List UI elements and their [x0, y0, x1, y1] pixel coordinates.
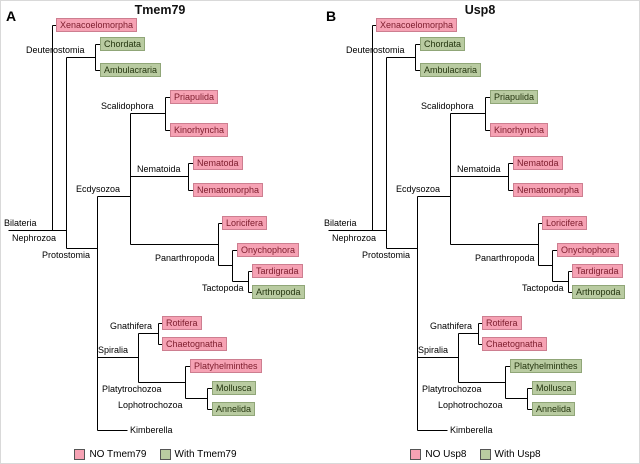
panel-a: A Tmem79 Xenacoelomorpha Chordata Ambulacr…	[0, 0, 320, 460]
clade-tactopoda: Tactopoda	[522, 283, 564, 293]
clade-deuterostomia: Deuterostomia	[26, 45, 85, 55]
leaf-nematoda: Nematoda	[513, 156, 563, 170]
panel-b: B Usp8 Xenacoelomorpha Chordata Ambulacrar…	[320, 0, 640, 464]
leaf-rotifera: Rotifera	[162, 316, 202, 330]
leaf-chaetognatha: Chaetognatha	[482, 337, 547, 351]
clade-spiralia: Spiralia	[418, 345, 449, 355]
leaf-mollusca: Mollusca	[212, 381, 256, 395]
tree-branches	[8, 25, 253, 431]
clade-bilateria: Bilateria	[324, 218, 357, 228]
panel-title: Tmem79	[134, 3, 186, 17]
leaf-priapulida: Priapulida	[490, 90, 539, 104]
leaf-nematomorpha: Nematomorpha	[193, 183, 264, 197]
legend-label-no: NO Tmem79	[89, 449, 147, 460]
clade-platytrochozoa: Platytrochozoa	[422, 384, 482, 394]
clade-bilateria: Bilateria	[4, 218, 37, 228]
leaf-chordata: Chordata	[100, 37, 146, 51]
legend: NO Usp8 With Usp8	[320, 449, 640, 460]
leaf-kimberella: Kimberella	[130, 425, 173, 435]
leaf-mollusca: Mollusca	[532, 381, 576, 395]
legend-swatch-with	[479, 449, 491, 460]
legend-label-with: With Usp8	[494, 449, 541, 460]
clade-gnathifera: Gnathifera	[430, 321, 473, 331]
leaf-priapulida: Priapulida	[170, 90, 219, 104]
panel-letter: B	[326, 8, 337, 24]
leaf-nematoda: Nematoda	[193, 156, 243, 170]
legend-swatch-with	[159, 449, 171, 460]
leaf-kinorhyncha: Kinorhyncha	[490, 123, 549, 137]
clade-scalidophora: Scalidophora	[421, 101, 474, 111]
clade-ecdysozoa: Ecdysozoa	[76, 184, 121, 194]
clade-protostomia: Protostomia	[362, 250, 411, 260]
leaf-arthropoda: Arthropoda	[252, 285, 305, 299]
leaf-nematomorpha: Nematomorpha	[513, 183, 584, 197]
phylogenetic-tree: Xenacoelomorpha Chordata Ambulacraria Priap…	[0, 0, 320, 440]
leaf-onychophora: Onychophora	[237, 243, 300, 257]
leaf-ambulacraria: Ambulacraria	[100, 63, 162, 77]
clade-panarthropoda: Panarthropoda	[155, 253, 215, 263]
phylogenetic-tree: Xenacoelomorpha Chordata Ambulacraria Priap…	[320, 0, 640, 440]
leaf-kinorhyncha: Kinorhyncha	[170, 123, 229, 137]
clade-scalidophora: Scalidophora	[101, 101, 154, 111]
clade-nematoida: Nematoida	[457, 164, 501, 174]
leaf-platyhelminthes: Platyhelminthes	[510, 359, 582, 373]
clade-spiralia: Spiralia	[98, 345, 129, 355]
clade-gnathifera: Gnathifera	[110, 321, 153, 331]
clade-tactopoda: Tactopoda	[202, 283, 244, 293]
legend-label-with: With Tmem79	[174, 449, 237, 460]
leaf-chordata: Chordata	[420, 37, 466, 51]
clade-nephrozoa: Nephrozoa	[12, 233, 57, 243]
leaf-tardigrada: Tardigrada	[252, 264, 303, 278]
leaf-xenacoelomorpha: Xenacoelomorpha	[56, 18, 138, 32]
clade-lophotrochozoa: Lophotrochozoa	[118, 400, 183, 410]
tree-branches	[328, 25, 573, 431]
legend-swatch-no	[410, 449, 422, 460]
leaf-kimberella: Kimberella	[450, 425, 493, 435]
clade-nematoida: Nematoida	[137, 164, 181, 174]
panel-letter: A	[6, 8, 17, 24]
legend: NO Tmem79 With Tmem79	[0, 449, 320, 460]
leaf-loricifera: Loricifera	[542, 216, 588, 230]
leaf-loricifera: Loricifera	[222, 216, 268, 230]
leaf-xenacoelomorpha: Xenacoelomorpha	[376, 18, 458, 32]
leaf-annelida: Annelida	[532, 402, 576, 416]
leaf-tardigrada: Tardigrada	[572, 264, 623, 278]
legend-swatch-no	[74, 449, 86, 460]
clade-panarthropoda: Panarthropoda	[475, 253, 535, 263]
leaf-rotifera: Rotifera	[482, 316, 522, 330]
clade-nephrozoa: Nephrozoa	[332, 233, 377, 243]
clade-deuterostomia: Deuterostomia	[346, 45, 405, 55]
leaf-ambulacraria: Ambulacraria	[420, 63, 482, 77]
clade-ecdysozoa: Ecdysozoa	[396, 184, 441, 194]
legend-label-no: NO Usp8	[425, 449, 467, 460]
panel-title: Usp8	[464, 3, 496, 17]
leaf-onychophora: Onychophora	[557, 243, 620, 257]
clade-lophotrochozoa: Lophotrochozoa	[438, 400, 503, 410]
leaf-annelida: Annelida	[212, 402, 256, 416]
clade-protostomia: Protostomia	[42, 250, 91, 260]
leaf-chaetognatha: Chaetognatha	[162, 337, 227, 351]
leaf-platyhelminthes: Platyhelminthes	[190, 359, 262, 373]
leaf-arthropoda: Arthropoda	[572, 285, 625, 299]
clade-platytrochozoa: Platytrochozoa	[102, 384, 162, 394]
